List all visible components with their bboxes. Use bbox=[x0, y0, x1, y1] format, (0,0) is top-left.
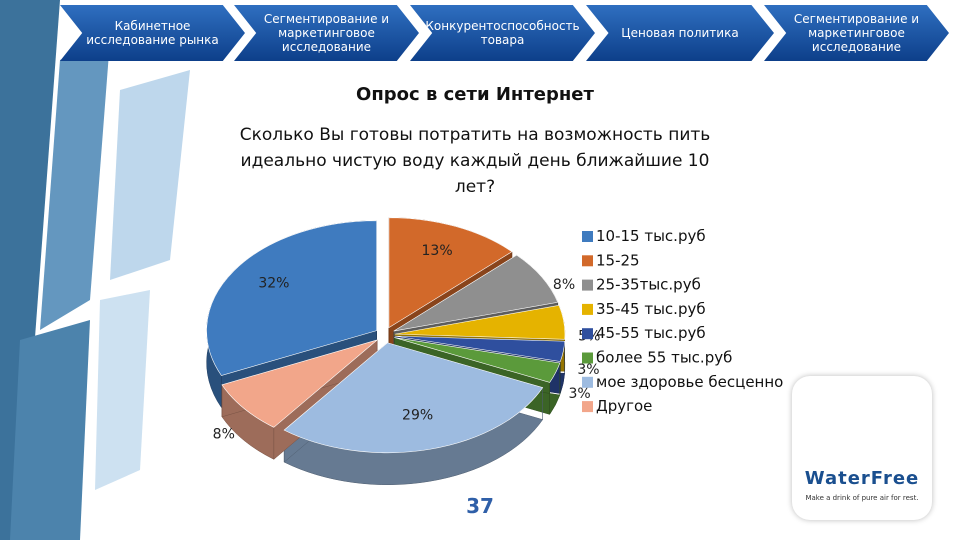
legend-label: более 55 тыс.руб bbox=[596, 349, 732, 367]
nav-step[interactable]: Ценовая политика bbox=[586, 5, 774, 61]
chart-title: Сколько Вы готовы потратить на возможнос… bbox=[239, 125, 711, 197]
legend-label: 45-55 тыс.руб bbox=[596, 324, 706, 342]
legend-label: 25-35тыс.руб bbox=[596, 276, 701, 294]
slice bbox=[393, 254, 559, 332]
slice bbox=[394, 305, 566, 340]
slice bbox=[283, 342, 544, 454]
nav-step[interactable]: Сегментирование и маркетинговое исследов… bbox=[234, 5, 419, 61]
slice bbox=[394, 337, 561, 383]
legend-swatch bbox=[582, 328, 593, 340]
nav-step[interactable]: Сегментирование и маркетинговое исследов… bbox=[764, 5, 949, 61]
nav-step[interactable]: Кабинетное исследование рынка bbox=[60, 5, 245, 61]
legend-swatch bbox=[582, 376, 593, 388]
slice bbox=[388, 217, 513, 329]
slice bbox=[221, 339, 378, 428]
data-label: 32% bbox=[258, 276, 289, 292]
legend-swatch bbox=[582, 352, 593, 364]
logo-name: WaterFree bbox=[804, 468, 920, 489]
legend-label: 15-25 bbox=[596, 251, 640, 269]
legend-swatch bbox=[582, 255, 593, 267]
slice bbox=[394, 335, 566, 362]
data-label: 8% bbox=[553, 277, 575, 293]
stripe bbox=[95, 290, 150, 490]
legend-label: 10-15 тыс.руб bbox=[596, 227, 706, 245]
legend-swatch bbox=[582, 231, 593, 242]
page-number: 37 bbox=[466, 494, 494, 518]
data-label: 13% bbox=[422, 243, 453, 259]
heading: Опрос в сети Интернет bbox=[356, 84, 594, 105]
legend-swatch bbox=[582, 401, 593, 413]
data-label: 3% bbox=[577, 362, 599, 378]
stripe bbox=[0, 0, 60, 540]
legend-swatch bbox=[582, 279, 593, 291]
stripe bbox=[110, 70, 190, 280]
decor bbox=[0, 0, 190, 540]
legend-label: 35-45 тыс.руб bbox=[596, 300, 706, 318]
stripe bbox=[10, 320, 90, 540]
data-label: 3% bbox=[569, 386, 591, 402]
logo: WaterFree Make a drink of pure air for r… bbox=[792, 376, 932, 520]
logo-tagline: Make a drink of pure air for rest. bbox=[805, 494, 919, 502]
stripe bbox=[40, 40, 110, 330]
legend-label: Другое bbox=[596, 397, 652, 415]
nav-step[interactable]: Конкурентоспособность товара bbox=[410, 5, 595, 61]
data-label: 29% bbox=[402, 408, 433, 424]
data-label: 8% bbox=[213, 426, 235, 442]
slice bbox=[206, 220, 377, 376]
legend-label: мое здоровье бесценно bbox=[596, 373, 783, 391]
legend-swatch bbox=[582, 303, 593, 315]
